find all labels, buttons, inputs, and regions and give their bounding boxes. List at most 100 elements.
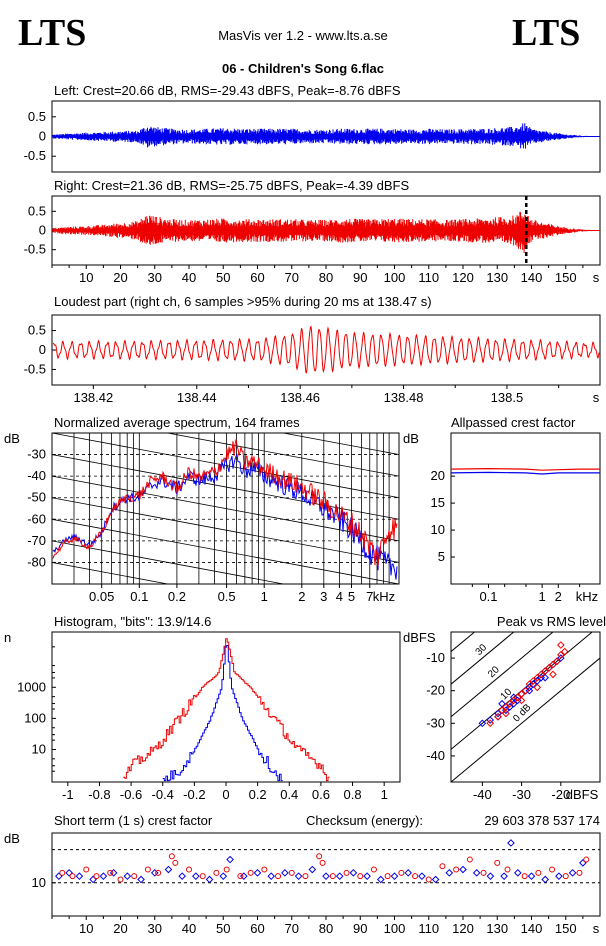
- short_crest-xtick-label: 40: [182, 921, 196, 936]
- short_crest-xtick-label: 80: [319, 921, 333, 936]
- peak_rms-xtick-label: -40: [473, 787, 492, 802]
- short-crest-point-1: [535, 869, 542, 876]
- spectrum-slope-line: [52, 562, 170, 584]
- short-crest-point-0: [486, 872, 495, 880]
- peak_rms-yunit: dBFS: [403, 630, 436, 645]
- short-crest-point-0: [123, 872, 132, 880]
- histogram-ytick-label: 1000: [17, 679, 46, 694]
- histogram-frame: [51, 631, 401, 783]
- loudest-part-chart: 0.5 0 -0.5 138.42 138.44 138.46 138.48 138.5 s: [24, 314, 601, 405]
- allpass-xtick-label: 0.1: [479, 589, 497, 604]
- short_crest-xtick-label: 140: [521, 921, 543, 936]
- spectrum-grid: [52, 433, 399, 584]
- allpass-xtick-label: 1: [539, 589, 546, 604]
- short-crest-point-1: [357, 873, 364, 880]
- short-crest-point-1: [494, 859, 501, 866]
- spectrum-ytick-label: -50: [27, 490, 46, 505]
- pvr-point-1: [545, 664, 553, 672]
- peak_rms-xunit: dBFS: [566, 787, 599, 802]
- histogram-series-0: [162, 645, 283, 782]
- short-crest-point-1: [131, 873, 138, 880]
- spectrum-slope-line: [52, 454, 399, 520]
- short_crest-xtick-label: 20: [113, 921, 127, 936]
- short-crest-point-0: [527, 872, 536, 880]
- spectrum-xtick-label: 2: [298, 589, 305, 604]
- right-xtick-label: 100: [384, 270, 406, 285]
- spectrum-xunit: kHz: [373, 589, 395, 604]
- short-crest-point-1: [504, 866, 511, 873]
- short-crest-point-0: [137, 875, 145, 884]
- right-xtick-label: 70: [285, 270, 299, 285]
- right-ytick-label: -0.5: [24, 242, 46, 257]
- histogram-xtick-label: 0.2: [249, 787, 267, 802]
- pvr-point-1: [549, 660, 557, 669]
- spectrum-ytick-label: -40: [27, 468, 46, 483]
- histogram-xtick-label: -0.4: [152, 787, 174, 802]
- short-crest-point-1: [107, 869, 114, 876]
- short-crest-point-1: [213, 869, 220, 876]
- pvr-point-0: [478, 719, 487, 728]
- short_crest-xtick-label: 100: [384, 921, 406, 936]
- left-ytick-label: 0: [39, 129, 46, 144]
- short-crest-point-1: [275, 873, 282, 880]
- short-crest-point-0: [99, 872, 108, 880]
- loudest-ytick-label: -0.5: [24, 361, 46, 376]
- peak_rms-ytick-label: -30: [426, 715, 445, 730]
- peak_rms-ytick-label: -40: [426, 748, 445, 763]
- peak_rms-xtick-label: -20: [551, 787, 570, 802]
- short-crest-point-0: [513, 869, 522, 877]
- short-crest-point-0: [579, 859, 587, 867]
- pvr-point-1: [505, 699, 514, 708]
- short_crest-xtick-label: 90: [353, 921, 367, 936]
- spectrum-title: Normalized average spectrum, 164 frames: [54, 415, 300, 430]
- pvr-point-0: [541, 673, 549, 682]
- short-crest-point-0: [390, 872, 399, 880]
- short_crest-xtick-label: 50: [216, 921, 230, 936]
- short-crest-point-0: [75, 872, 84, 880]
- histogram-series-1: [123, 638, 330, 782]
- pvr-frame: [450, 631, 601, 783]
- short-crest-point-1: [168, 853, 175, 860]
- short_crest-xtick-label: 30: [148, 921, 162, 936]
- short-crest-point-1: [370, 866, 377, 873]
- pvr-point-1: [498, 706, 506, 715]
- short-crest-point-0: [459, 865, 467, 874]
- short-crest-point-0: [89, 875, 97, 884]
- pvr-point-1: [517, 690, 526, 698]
- short_crest-xtick-label: 60: [250, 921, 264, 936]
- short-crest-point-1: [384, 873, 391, 880]
- short-crest-point-1: [288, 869, 295, 876]
- short-term-crest-chart: 10 dB 10 20 30 40 50 60 70 80 90 100 110 120 130 140 150…: [4, 831, 601, 936]
- short_crest-xunit: s: [593, 921, 600, 936]
- spectrum-slope-line: [52, 518, 399, 584]
- histogram-xtick-label: -1: [62, 787, 74, 802]
- short_crest-xtick-label: 130: [486, 921, 508, 936]
- peak_rms-ytick-label: -10: [426, 650, 445, 665]
- pvr-point-1: [525, 680, 534, 688]
- pvr-diagonal: [451, 632, 554, 718]
- histogram-title: Histogram, "bits": 13.9/14.6: [54, 614, 211, 629]
- short-crest-point-0: [335, 872, 344, 880]
- short-crest-point-1: [466, 856, 473, 863]
- pvr-point-1: [556, 641, 565, 649]
- short-crest-point-0: [363, 872, 371, 880]
- left-signal: [52, 123, 599, 149]
- right-xtick-label: 80: [319, 270, 333, 285]
- short-crest-point-0: [219, 872, 228, 880]
- histogram-xtick-label: 0.6: [312, 787, 330, 802]
- histogram-xtick-label: -0.8: [88, 787, 110, 802]
- pvr-point-1: [556, 651, 565, 659]
- short-crest-point-0: [178, 872, 186, 880]
- short-crest-point-1: [329, 873, 336, 880]
- pvr-point-1: [537, 670, 546, 679]
- spectrum-xtick-label: 0.05: [89, 589, 114, 604]
- short-crest-point-1: [549, 866, 556, 873]
- pvr-diagonal-label: 30: [474, 642, 490, 658]
- pvr-point-0: [525, 686, 534, 695]
- pvr-point-1: [502, 703, 510, 711]
- short-crest-point-1: [237, 873, 244, 880]
- spectrum-slope-line: [52, 433, 399, 499]
- short-crest-point-0: [192, 872, 200, 880]
- short-crest-point-1: [453, 866, 460, 873]
- right-xtick-label: 140: [521, 270, 543, 285]
